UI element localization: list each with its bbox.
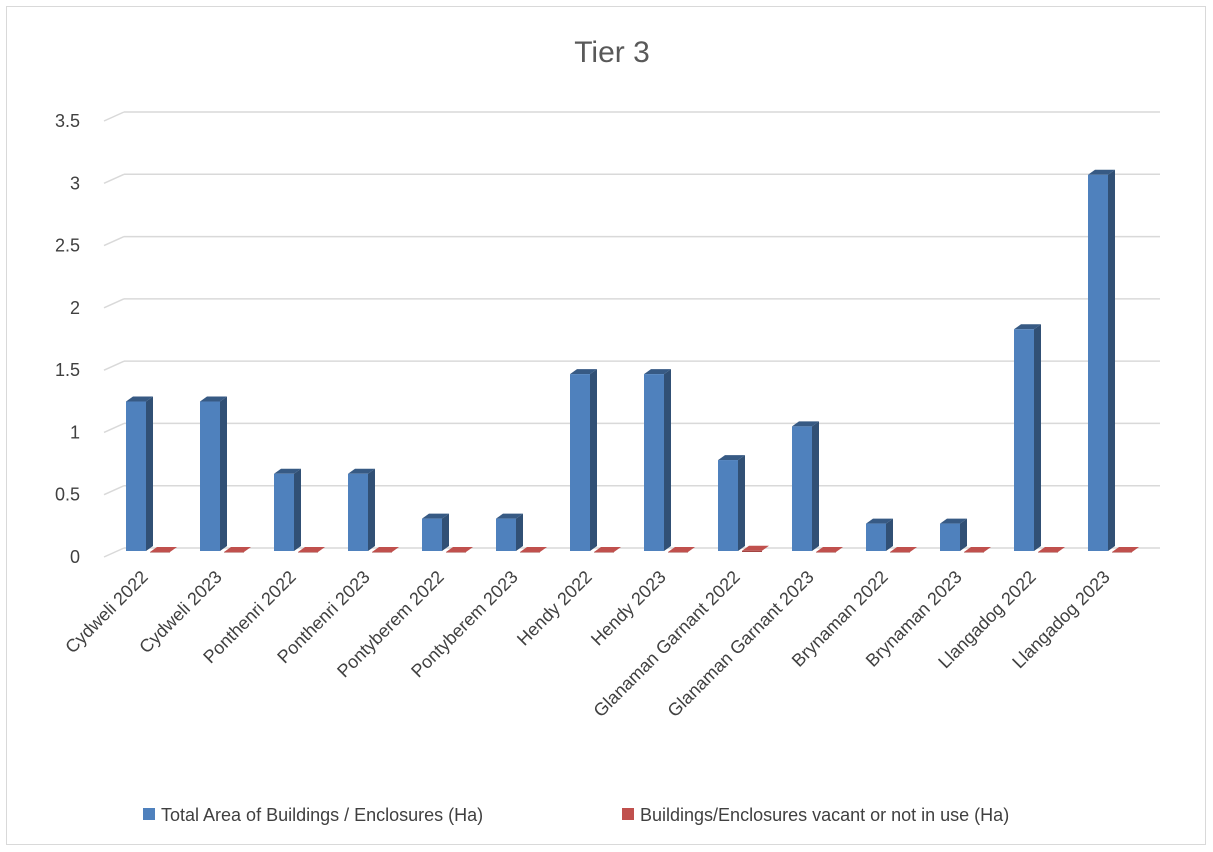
bar-total-area (1088, 169, 1115, 551)
y-tick-label: 1.5 (55, 360, 80, 380)
y-tick-label: 2 (70, 298, 80, 318)
bar-total-area (792, 421, 819, 551)
y-tick-label: 0.5 (55, 485, 80, 505)
y-tick-label: 2.5 (55, 236, 80, 256)
bar-vacant-area (150, 547, 177, 553)
gridline-depth (103, 235, 125, 247)
y-tick-label: 0 (70, 547, 80, 567)
legend-label: Buildings/Enclosures vacant or not in us… (640, 805, 1009, 825)
x-category-label: Glanaman Garnant 2022 (590, 567, 744, 721)
bar-vacant-area (816, 547, 843, 553)
bar-total-area (200, 396, 227, 551)
gridline-depth (103, 360, 125, 371)
legend-item: Buildings/Enclosures vacant or not in us… (622, 805, 1009, 825)
bar-vacant-area (446, 547, 473, 553)
y-tick-label: 3 (70, 173, 80, 193)
gridline-depth (103, 173, 125, 184)
bar-vacant-area (372, 547, 399, 553)
bar-vacant-area (1112, 547, 1139, 553)
bar-vacant-area (224, 547, 251, 553)
x-category-label: Hendy 2023 (587, 567, 670, 650)
y-tick-label: 1 (70, 422, 80, 442)
bar-total-area (496, 513, 523, 551)
legend-swatch (143, 808, 155, 820)
bar-vacant-area (1038, 547, 1065, 553)
bar-total-area (866, 518, 893, 551)
bar-vacant-area (742, 545, 769, 552)
legend-swatch (622, 808, 634, 820)
gridline-depth (103, 485, 125, 496)
bar-total-area (126, 396, 153, 551)
bar-vacant-area (964, 547, 991, 553)
gridline-depth (103, 422, 125, 434)
bar-total-area (940, 518, 967, 551)
bar-vacant-area (890, 547, 917, 553)
bar-total-area (570, 369, 597, 551)
bar-vacant-area (594, 547, 621, 553)
legend-label: Total Area of Buildings / Enclosures (Ha… (161, 805, 483, 825)
gridline-depth (103, 298, 125, 309)
legend-item: Total Area of Buildings / Enclosures (Ha… (143, 805, 483, 825)
bar-total-area (348, 468, 375, 551)
x-category-label: Hendy 2022 (513, 567, 596, 650)
gridline-depth (103, 547, 125, 558)
bar-total-area (644, 369, 671, 551)
bar-total-area (274, 468, 301, 551)
bar-total-area (1014, 324, 1041, 551)
x-category-label: Glanaman Garnant 2023 (664, 567, 818, 721)
bar-vacant-area (668, 547, 695, 553)
bar-total-area (422, 513, 449, 551)
chart-title: Tier 3 (574, 36, 650, 69)
y-tick-label: 3.5 (55, 111, 80, 131)
gridline-depth (103, 111, 125, 122)
bar-vacant-area (520, 547, 547, 553)
bar-vacant-area (298, 547, 325, 553)
bar-total-area (718, 455, 745, 551)
